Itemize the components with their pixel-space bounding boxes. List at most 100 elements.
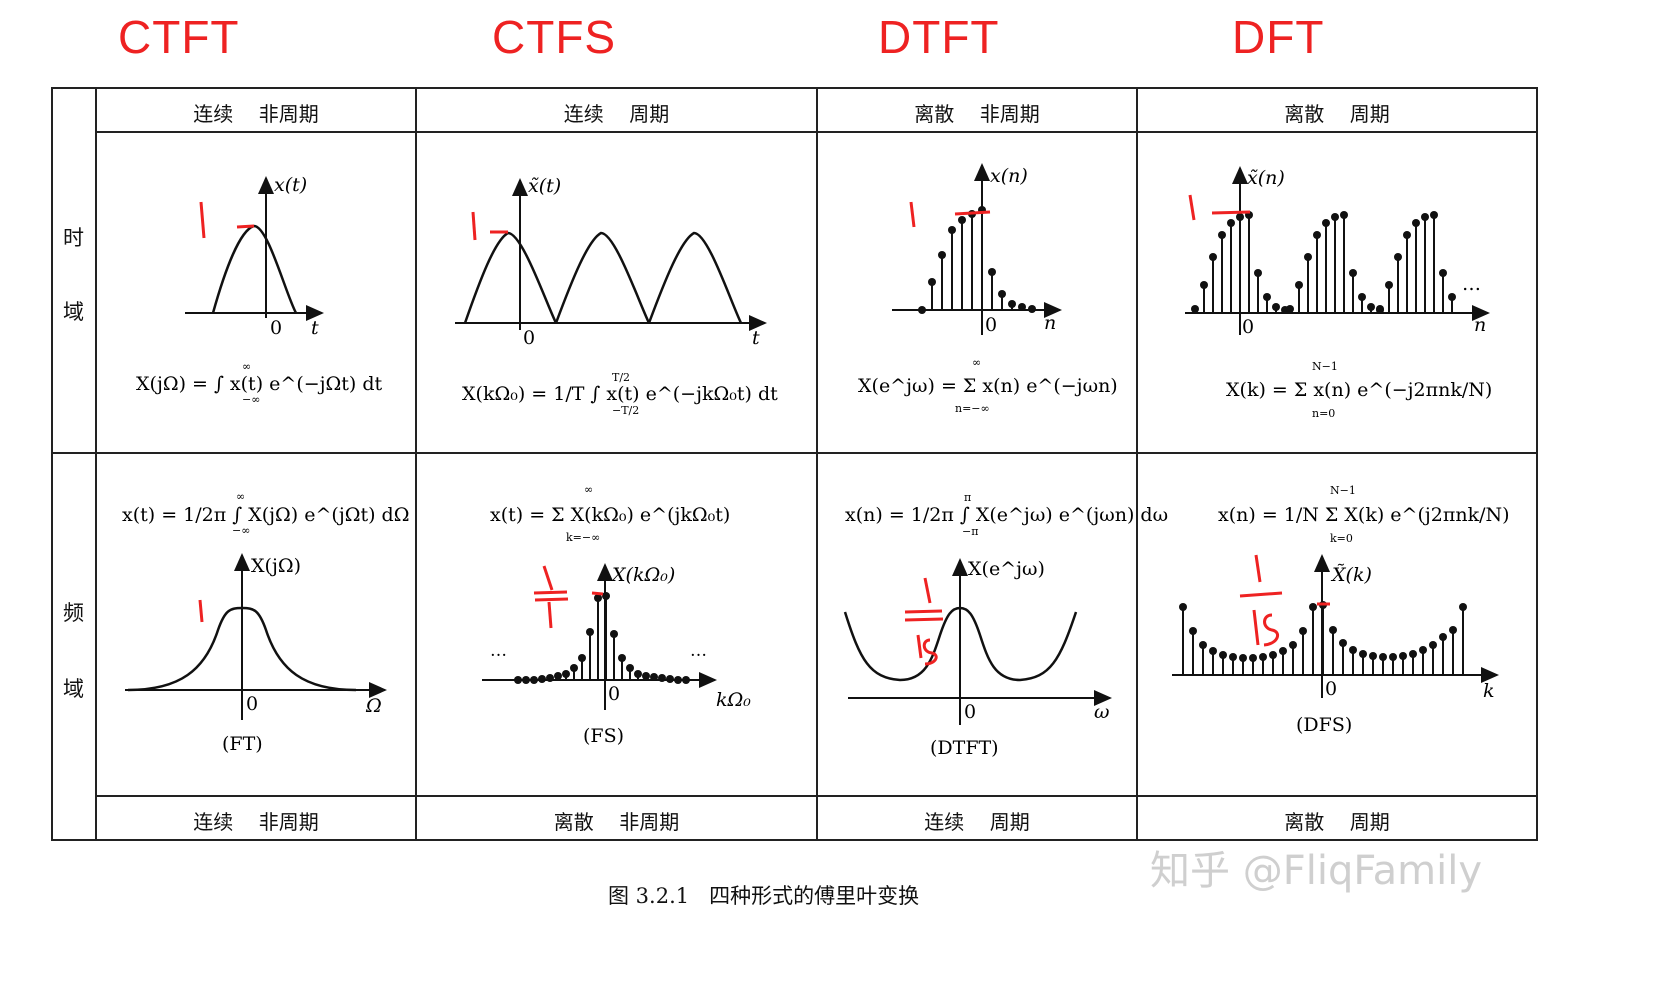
- dfs-freq-dot: [1439, 633, 1447, 641]
- dft-time-dot: [1358, 293, 1366, 301]
- footer-col4: 离散 周期: [1284, 810, 1390, 834]
- label-dtft: (DTFT): [930, 737, 999, 759]
- dft-time-dot: [1286, 305, 1294, 313]
- dfs-freq-dot: [1259, 653, 1267, 661]
- dft-time-dot: [1236, 213, 1244, 221]
- dtft-time-dot: [1028, 305, 1036, 313]
- limhigh-dtft-time: ∞: [972, 356, 981, 369]
- label-dfs: (DFS): [1296, 714, 1352, 736]
- origin-ctft-freq: 0: [246, 693, 258, 715]
- dfs-freq-dot: [1199, 641, 1207, 649]
- origin-dtft-freq: 0: [964, 701, 976, 723]
- mark-ctfs-time: 1: [460, 239, 461, 241]
- footer-col1: 连续 非周期: [193, 810, 319, 834]
- dfs-freq-dot: [1329, 626, 1337, 634]
- limhigh-ctfs-time: T/2: [612, 371, 630, 384]
- dtft-time-dot: [998, 290, 1006, 298]
- limlow-dft-time: n=0: [1312, 407, 1335, 420]
- ellipsis-dft-time: …: [1462, 273, 1481, 295]
- dfs-freq-dot: [1299, 627, 1307, 635]
- origin-dft-freq: 0: [1325, 678, 1337, 700]
- fs-freq-dot: [546, 674, 554, 682]
- dft-time-dot: [1439, 269, 1447, 277]
- origin-ctfs-freq: 0: [608, 683, 620, 705]
- xlabel-ctft-freq: Ω: [365, 695, 382, 717]
- xlabel-dft-time: n: [1474, 314, 1486, 336]
- dft-time-dot: [1209, 253, 1217, 261]
- dft-time-dot: [1272, 303, 1280, 311]
- dft-time-dot: [1349, 269, 1357, 277]
- limhigh-dft-freq: N−1: [1330, 484, 1356, 497]
- mark-ctft-freq: 1: [190, 621, 191, 623]
- dfs-freq-dot: [1339, 639, 1347, 647]
- fs-freq-dot: [570, 664, 578, 672]
- dfs-freq-dot: [1269, 651, 1277, 659]
- dft-time-dot: [1394, 253, 1402, 261]
- fs-freq-dot: [530, 676, 538, 684]
- header-col4: 离散 周期: [1284, 102, 1390, 126]
- ellipsis-ctfs-freq-left: …: [490, 641, 507, 661]
- dfs-freq-dot: [1349, 646, 1357, 654]
- figure-caption: 图 3.2.1 四种形式的傅里叶变换: [608, 884, 920, 908]
- dft-time-dot: [1385, 281, 1393, 289]
- ylabel-dft-time: x̃(n): [1247, 167, 1285, 189]
- dfs-freq-dot: [1419, 646, 1427, 654]
- dft-time-dot: [1313, 231, 1321, 239]
- formula-dft-freq: x(n) = 1/N Σ X(k) e^(j2πnk/N): [1218, 504, 1510, 526]
- dfs-freq-dot: [1409, 650, 1417, 658]
- plot-ctft-time: [185, 176, 324, 321]
- limhigh-dtft-freq: π: [964, 491, 971, 504]
- fs-freq-dot: [650, 673, 658, 681]
- title-dft: DFT: [1232, 11, 1325, 63]
- xlabel-ctfs-freq: kΩ₀: [716, 689, 751, 711]
- dtft-time-dot: [1018, 303, 1026, 311]
- origin-dft-time: 0: [1242, 316, 1254, 338]
- mark-dft-freq: 1/Ts: [1240, 644, 1243, 646]
- xlabel-ctfs-time: t: [752, 327, 760, 349]
- dft-time-dot: [1421, 213, 1429, 221]
- dfs-freq-dot: [1289, 641, 1297, 649]
- dfs-freq-dot: [1359, 650, 1367, 658]
- dfs-freq-dot: [1369, 652, 1377, 660]
- mark-ctft-time: 1: [185, 237, 186, 239]
- dft-time-dot: [1322, 219, 1330, 227]
- dtft-time-dot: [948, 226, 956, 234]
- dtft-time-dot: [918, 306, 926, 314]
- ylabel-ctfs-time: x̃(t): [528, 175, 561, 197]
- formula-ctfs-freq: x(t) = Σ X(kΩ₀) e^(jkΩ₀t): [490, 504, 730, 526]
- formula-dft-time: X(k) = Σ x(n) e^(−j2πnk/N): [1226, 379, 1492, 401]
- limlow-dft-freq: k=0: [1330, 532, 1353, 545]
- title-ctft: CTFT: [118, 11, 240, 63]
- dft-time-dot: [1200, 281, 1208, 289]
- limlow-dtft-time: n=−∞: [955, 402, 990, 415]
- dfs-freq-dot: [1209, 647, 1217, 655]
- xlabel-ctft-time: t: [311, 317, 319, 339]
- fs-freq-dot: [538, 675, 546, 683]
- row-label-time-1: 时: [63, 226, 84, 250]
- watermark: 知乎 @FliqFamily: [1150, 848, 1483, 894]
- dfs-freq-dot: [1239, 654, 1247, 662]
- dtft-time-dot: [928, 278, 936, 286]
- xlabel-dtft-time: n: [1044, 312, 1056, 334]
- mark-dtft-time: 1: [900, 227, 901, 229]
- mark-ctfs-freq: 1/T: [530, 627, 532, 629]
- footer-col2: 离散 非周期: [553, 810, 680, 834]
- row-label-time-2: 域: [63, 300, 84, 324]
- mark-dft-time: 1: [1180, 219, 1181, 221]
- dfs-freq-dot: [1189, 627, 1197, 635]
- origin-ctfs-time: 0: [523, 327, 535, 349]
- limlow-ctfs-freq: k=−∞: [566, 531, 600, 544]
- dft-time-dot: [1340, 211, 1348, 219]
- dfs-freq-dot: [1389, 653, 1397, 661]
- limlow-ctfs-time: −T/2: [612, 404, 639, 417]
- title-dtft: DTFT: [878, 11, 1000, 63]
- dfs-freq-dot: [1249, 654, 1257, 662]
- dfs-freq-dot: [1229, 653, 1237, 661]
- fs-freq-dot: [522, 676, 530, 684]
- dft-time-dot: [1403, 231, 1411, 239]
- limhigh-ctft-time: ∞: [242, 360, 251, 373]
- label-fs: (FS): [583, 725, 624, 747]
- dft-time-dot: [1331, 213, 1339, 221]
- dft-time-dot: [1191, 305, 1199, 313]
- fs-freq-dot: [634, 670, 642, 678]
